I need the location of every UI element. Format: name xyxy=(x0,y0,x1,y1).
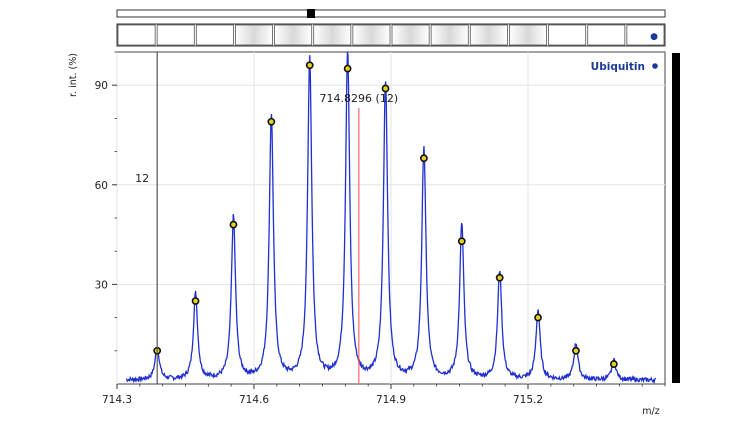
thumbnail-cell[interactable] xyxy=(548,24,587,46)
legend-dot-icon xyxy=(652,63,658,69)
y-tick-label: 30 xyxy=(95,279,108,291)
thumbnail-cell[interactable] xyxy=(469,24,508,46)
x-tick-label: 715.2 xyxy=(513,394,543,406)
legend-label: Ubiquitin xyxy=(591,61,645,73)
thumbnail-cell[interactable] xyxy=(195,24,234,46)
y-tick-label: 60 xyxy=(95,180,108,192)
thumbnail-cell[interactable] xyxy=(235,24,273,46)
spectrum-line xyxy=(125,51,657,385)
theoretical-point xyxy=(572,346,580,355)
axes: 714.3 714.6 714.9 715.2 30 60 90 xyxy=(95,51,666,406)
centroid-label: 714.8296 (12) xyxy=(320,92,399,105)
scroll-thumb[interactable] xyxy=(307,9,315,18)
theoretical-markers xyxy=(153,61,618,368)
theoretical-point xyxy=(534,313,542,322)
intensity-scale-bar xyxy=(672,53,680,383)
thumbnail-cell[interactable] xyxy=(626,24,665,46)
charge-label: 12 xyxy=(135,172,149,185)
scroll-track[interactable] xyxy=(116,9,666,18)
thumbnail-cell[interactable] xyxy=(313,24,352,46)
x-tick-label: 714.6 xyxy=(239,394,269,406)
theoretical-point xyxy=(191,297,200,305)
theoretical-point xyxy=(343,64,352,73)
theoretical-point xyxy=(381,84,390,93)
theoretical-point xyxy=(457,237,466,246)
thumbnail-cell[interactable] xyxy=(430,24,469,46)
theoretical-point xyxy=(305,61,314,70)
thumbnail-cell[interactable] xyxy=(391,24,430,46)
thumbnail-cell[interactable] xyxy=(274,24,313,46)
x-tick-label: 714.3 xyxy=(102,394,132,406)
x-axis-title: m/z xyxy=(642,406,659,417)
x-tick-label: 714.9 xyxy=(376,394,406,406)
thumbnail-strip[interactable] xyxy=(116,23,666,47)
theoretical-point xyxy=(419,154,428,163)
thumbnail-cell[interactable] xyxy=(352,24,391,46)
thumbnail-cell[interactable] xyxy=(509,24,547,46)
theoretical-point xyxy=(229,220,238,229)
y-tick-label: 90 xyxy=(95,80,108,92)
theoretical-point xyxy=(609,360,618,368)
theoretical-point xyxy=(267,117,276,126)
y-axis-title: r. int. (%) xyxy=(68,53,79,97)
theoretical-point xyxy=(495,273,504,282)
thumbnail-cell[interactable] xyxy=(156,24,195,46)
spectrum-series xyxy=(125,51,657,385)
strip-indicator-icon: ● xyxy=(650,32,658,42)
thumbnail-cell[interactable] xyxy=(117,24,156,46)
thumbnail-cell[interactable] xyxy=(587,24,626,46)
